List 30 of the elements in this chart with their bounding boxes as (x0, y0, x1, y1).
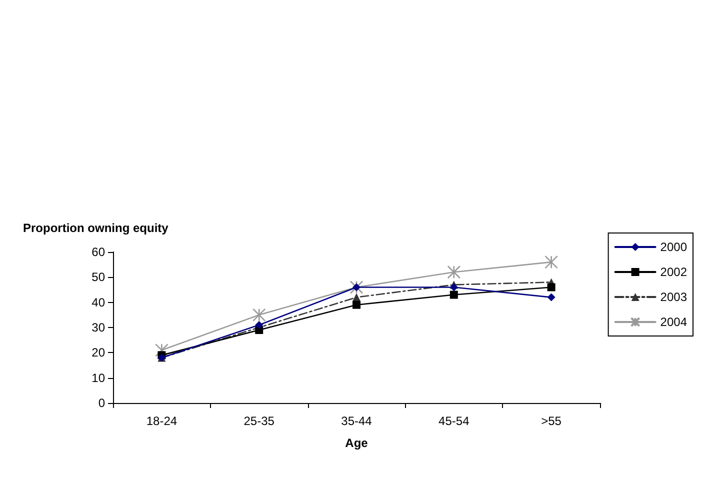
legend-label: 2003 (660, 290, 688, 304)
x-tick-label: >55 (541, 414, 562, 428)
point (450, 290, 458, 299)
point (447, 265, 461, 279)
y-axis-title: Proportion owning equity (23, 221, 169, 235)
point (547, 283, 556, 292)
point (352, 300, 360, 309)
point (450, 283, 458, 292)
point (155, 344, 168, 357)
x-tick-label: 35-44 (341, 414, 372, 428)
point (350, 280, 364, 294)
x-axis-title: Age (345, 436, 368, 450)
point (252, 308, 266, 322)
x-tick-label: 25-35 (244, 414, 275, 428)
y-tick-label: 20 (92, 346, 106, 360)
x-tick-label: 45-54 (438, 414, 470, 428)
point (547, 293, 556, 302)
y-tick-label: 60 (92, 245, 106, 259)
y-tick-label: 0 (98, 396, 106, 410)
x-tick-label: 18-24 (146, 414, 178, 428)
legend-label: 2004 (660, 315, 688, 329)
point (352, 283, 360, 292)
point (544, 255, 558, 269)
y-tick-label: 50 (92, 270, 106, 284)
y-tick-label: 30 (92, 320, 106, 334)
legend-label: 2000 (660, 240, 688, 254)
y-tick-label: 40 (92, 295, 106, 310)
legend-label: 2002 (660, 265, 688, 279)
y-tick-label: 10 (92, 370, 106, 385)
point (255, 320, 264, 329)
